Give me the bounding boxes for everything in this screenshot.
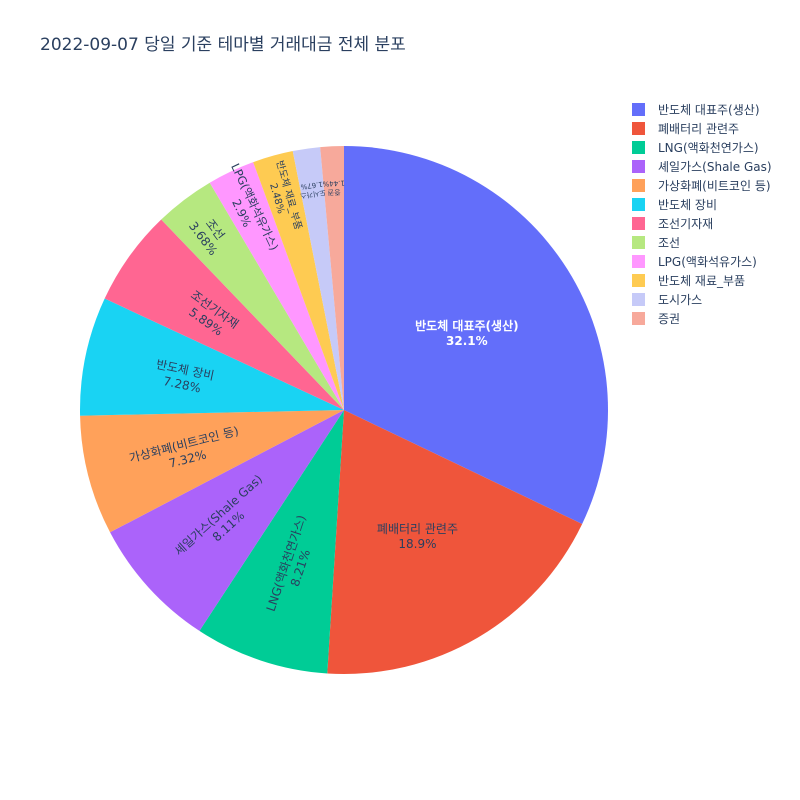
- pie-slice[interactable]: [199, 410, 344, 674]
- legend-item[interactable]: 셰일가스(Shale Gas): [632, 157, 772, 176]
- legend-item[interactable]: LNG(액화천연가스): [632, 138, 772, 157]
- slice-label-percent: 1.67%: [300, 180, 323, 191]
- slice-label-name: 폐배터리 관련주: [377, 522, 458, 536]
- pie-slice[interactable]: [344, 146, 608, 525]
- legend-swatch: [632, 141, 645, 154]
- legend-swatch: [632, 160, 645, 173]
- legend-label: 조선: [658, 236, 681, 250]
- legend-label: 조선기자재: [658, 217, 714, 231]
- legend-item[interactable]: LPG(액화석유가스): [632, 252, 772, 271]
- legend-item[interactable]: 반도체 재료_부품: [632, 271, 772, 290]
- legend-item[interactable]: 조선: [632, 233, 772, 252]
- legend-swatch: [632, 122, 645, 135]
- legend-swatch: [632, 312, 645, 325]
- legend-item[interactable]: 폐배터리 관련주: [632, 119, 772, 138]
- legend-swatch: [632, 255, 645, 268]
- pie-slice[interactable]: [80, 298, 344, 416]
- legend-label: 반도체 재료_부품: [658, 274, 746, 288]
- legend-swatch: [632, 217, 645, 230]
- legend-swatch: [632, 274, 645, 287]
- legend-item[interactable]: 증권: [632, 309, 772, 328]
- legend: 반도체 대표주(생산) 폐배터리 관련주 LNG(액화천연가스) 셰일가스(Shale…: [632, 100, 772, 328]
- legend-swatch: [632, 293, 645, 306]
- legend-label: 도시가스: [658, 293, 703, 307]
- slice-label-percent: 18.9%: [398, 537, 436, 551]
- slice-label-name: 증권: [328, 188, 341, 197]
- pie-slice[interactable]: [292, 147, 344, 411]
- pie-slice[interactable]: [161, 182, 344, 410]
- slice-label-group: 증권1.44%: [322, 179, 345, 197]
- legend-label: 반도체 장비: [658, 198, 718, 212]
- legend-label: 가상화폐(비트코인 등): [658, 179, 771, 193]
- pie-slice[interactable]: [253, 151, 344, 411]
- pie-slice[interactable]: [80, 410, 345, 533]
- slice-label-group: 반도체 대표주(생산)32.1%: [415, 318, 518, 348]
- legend-item[interactable]: 반도체 대표주(생산): [632, 100, 772, 119]
- legend-swatch: [632, 179, 645, 192]
- slice-label-percent: 32.1%: [446, 334, 488, 348]
- legend-swatch: [632, 198, 645, 211]
- chart-title: 2022-09-07 당일 기준 테마별 거래대금 전체 분포: [40, 35, 406, 55]
- legend-item[interactable]: 가상화폐(비트코인 등): [632, 176, 772, 195]
- pie-slice[interactable]: [327, 410, 583, 674]
- slice-label-name: 반도체 대표주(생산): [415, 318, 518, 333]
- legend-item[interactable]: 반도체 장비: [632, 195, 772, 214]
- legend-label: 셰일가스(Shale Gas): [658, 160, 772, 174]
- legend-label: LNG(액화천연가스): [658, 141, 759, 155]
- slice-label-percent: 1.44%: [322, 179, 345, 188]
- legend-item[interactable]: 조선기자재: [632, 214, 772, 233]
- legend-swatch: [632, 103, 645, 116]
- legend-label: 반도체 대표주(생산): [658, 103, 760, 117]
- legend-item[interactable]: 도시가스: [632, 290, 772, 309]
- pie-slice[interactable]: [104, 219, 345, 410]
- legend-swatch: [632, 236, 645, 249]
- legend-label: 폐배터리 관련주: [658, 122, 740, 136]
- legend-label: LPG(액화석유가스): [658, 255, 757, 269]
- legend-label: 증권: [658, 312, 681, 326]
- slice-label-name: 도시가스: [299, 188, 326, 201]
- pie-slice[interactable]: [320, 146, 344, 410]
- pie-slice[interactable]: [209, 162, 344, 410]
- pie-slice[interactable]: [110, 410, 344, 631]
